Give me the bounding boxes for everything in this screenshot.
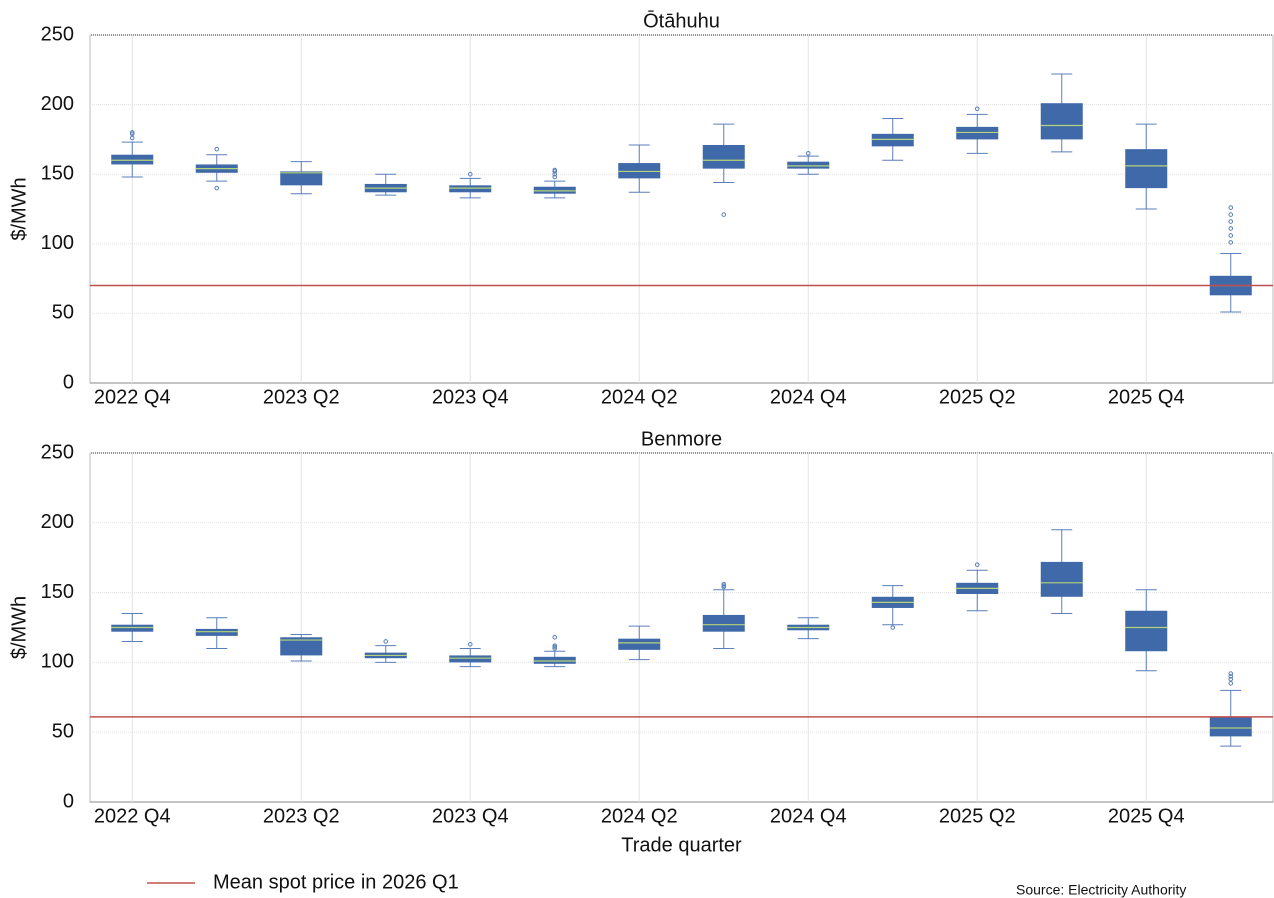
outlier xyxy=(1228,205,1234,210)
outlier xyxy=(805,151,811,156)
y-tick-label: 250 xyxy=(41,441,74,463)
outlier xyxy=(552,167,558,173)
outlier xyxy=(1228,674,1234,679)
y-axis-label: $/MWh xyxy=(8,596,30,659)
x-tick-label: 2023 Q4 xyxy=(432,386,509,408)
box xyxy=(111,154,154,165)
outlier xyxy=(1228,226,1234,231)
box xyxy=(111,624,154,632)
x-axis-label: Trade quarter xyxy=(621,834,742,856)
x-tick-label: 2023 Q4 xyxy=(432,805,509,827)
box xyxy=(280,171,323,186)
outlier xyxy=(1228,233,1234,238)
outlier xyxy=(1228,219,1234,224)
outlier xyxy=(974,562,980,567)
outlier xyxy=(214,146,220,152)
x-tick-label: 2025 Q2 xyxy=(939,386,1016,408)
y-tick-label: 50 xyxy=(52,302,74,324)
box xyxy=(280,637,323,656)
y-tick-label: 100 xyxy=(41,651,74,673)
outlier xyxy=(129,130,135,135)
source: Source: Electricity Authority xyxy=(1016,882,1186,898)
x-tick-label: 2022 Q4 xyxy=(94,386,171,408)
box xyxy=(871,133,914,147)
y-tick-label: 0 xyxy=(63,790,74,812)
outlier xyxy=(1228,681,1234,686)
box xyxy=(702,144,745,169)
outlier xyxy=(890,625,896,630)
y-axis-label: $/MWh xyxy=(8,177,30,240)
plot-area xyxy=(89,452,1274,803)
box xyxy=(1209,716,1252,737)
box xyxy=(449,185,492,193)
box xyxy=(618,638,661,650)
plot-area xyxy=(89,34,1274,384)
box xyxy=(1125,149,1168,189)
outlier xyxy=(383,639,389,644)
outlier xyxy=(1228,240,1234,245)
y-tick-label: 50 xyxy=(52,720,74,742)
x-tick-label: 2024 Q4 xyxy=(770,386,847,408)
box xyxy=(449,655,492,663)
outlier xyxy=(552,174,558,180)
x-tick-label: 2023 Q2 xyxy=(263,805,340,827)
legend-label: Mean spot price in 2026 Q1 xyxy=(213,871,459,893)
x-tick-label: 2024 Q4 xyxy=(770,805,847,827)
chart-title: Benmore xyxy=(641,428,722,450)
outlier xyxy=(1228,671,1234,676)
box xyxy=(787,161,830,169)
outlier xyxy=(552,643,558,648)
x-tick-label: 2023 Q2 xyxy=(263,386,340,408)
box xyxy=(956,126,999,140)
outlier xyxy=(1228,212,1234,217)
y-tick-label: 200 xyxy=(41,93,74,115)
x-tick-label: 2025 Q2 xyxy=(939,805,1016,827)
box xyxy=(702,614,745,632)
outlier xyxy=(467,641,473,647)
box xyxy=(1040,103,1083,140)
outlier xyxy=(721,212,727,217)
x-tick-label: 2025 Q4 xyxy=(1108,805,1185,827)
x-tick-label: 2024 Q2 xyxy=(601,805,678,827)
y-tick-label: 250 xyxy=(41,23,74,45)
box xyxy=(618,163,661,179)
outlier xyxy=(552,634,558,640)
x-tick-label: 2025 Q4 xyxy=(1108,386,1185,408)
y-tick-label: 150 xyxy=(41,581,74,603)
x-tick-label: 2022 Q4 xyxy=(94,805,171,827)
y-tick-label: 100 xyxy=(41,232,74,254)
box xyxy=(1125,610,1168,652)
box xyxy=(1040,561,1083,597)
box xyxy=(533,656,576,664)
y-tick-label: 200 xyxy=(41,511,74,533)
outlier xyxy=(721,581,727,587)
outlier xyxy=(974,106,980,112)
y-tick-label: 150 xyxy=(41,162,74,184)
outlier xyxy=(467,171,473,177)
outlier xyxy=(214,185,220,191)
box xyxy=(533,186,576,194)
outlier xyxy=(552,171,558,177)
outlier xyxy=(129,135,135,141)
outlier xyxy=(1228,676,1234,682)
box xyxy=(195,628,238,636)
chart-title: Ōtāhuhu xyxy=(643,9,720,32)
y-tick-label: 0 xyxy=(63,371,74,393)
x-tick-label: 2024 Q2 xyxy=(601,386,678,408)
